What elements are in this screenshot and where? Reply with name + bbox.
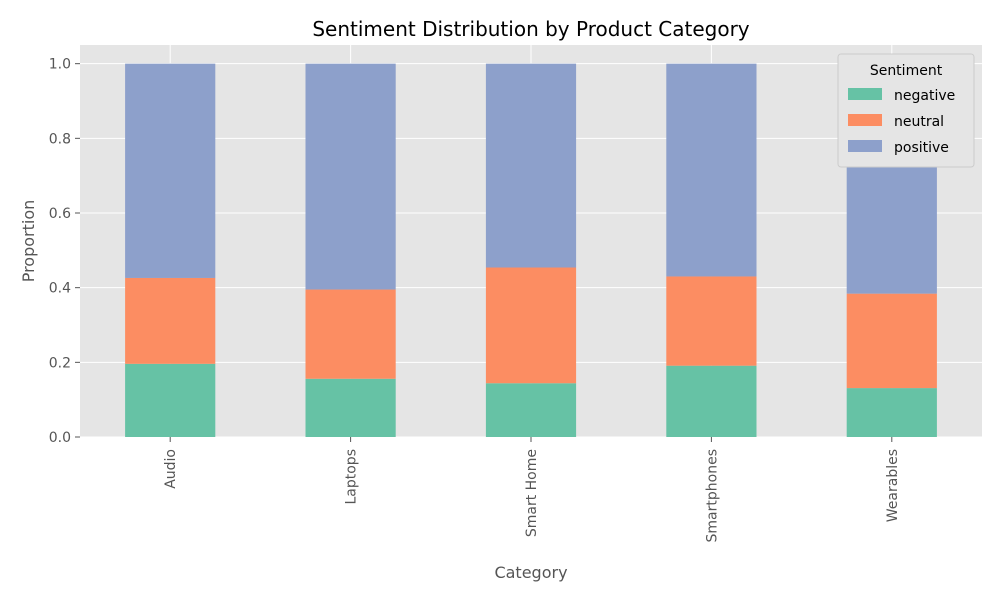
chart-title: Sentiment Distribution by Product Catego… <box>312 17 749 41</box>
x-tick-label: Smartphones <box>704 449 720 542</box>
legend-title: Sentiment <box>870 63 943 79</box>
y-axis-label: Proportion <box>19 200 38 283</box>
bar-positive-smart-home <box>485 63 577 268</box>
bar-neutral-smart-home <box>485 267 577 384</box>
bar-positive-smartphones <box>666 63 757 277</box>
bar-negative-smart-home <box>485 383 577 437</box>
legend: Sentiment negative neutral positive <box>837 53 975 168</box>
bar-negative-audio <box>125 363 216 437</box>
y-tick-label: 1.0 <box>49 57 71 73</box>
bars <box>125 63 937 437</box>
bar-negative-wearables <box>846 388 937 437</box>
y-tick-label: 0.2 <box>49 355 71 371</box>
y-tick-label: 0.8 <box>49 131 71 147</box>
x-tick-labels: Audio Laptops Smart Home Smartphones Wearabl… <box>163 437 901 542</box>
y-tick-label: 0.4 <box>49 281 71 297</box>
x-tick-label: Wearables <box>885 449 901 522</box>
legend-box <box>837 53 975 168</box>
bar-neutral-wearables <box>846 293 937 389</box>
x-tick-label: Audio <box>163 449 179 489</box>
y-tick-label: 0.6 <box>49 206 71 222</box>
legend-label-neutral: neutral <box>894 114 944 130</box>
bar-positive-audio <box>125 63 216 278</box>
x-axis-label: Category <box>494 563 567 582</box>
bar-neutral-smartphones <box>666 276 757 366</box>
legend-swatch-neutral <box>848 114 882 126</box>
legend-swatch-negative <box>848 88 882 100</box>
legend-swatch-positive <box>848 140 882 152</box>
legend-label-negative: negative <box>894 88 955 104</box>
bar-neutral-laptops <box>305 289 396 379</box>
x-tick-label: Smart Home <box>524 449 540 537</box>
bar-negative-smartphones <box>666 365 757 437</box>
x-tick-label: Laptops <box>344 449 360 505</box>
legend-label-positive: positive <box>894 140 949 156</box>
bar-negative-laptops <box>305 378 396 437</box>
y-tick-label: 0.0 <box>49 430 71 446</box>
bar-neutral-audio <box>125 277 216 364</box>
y-tick-labels: 0.0 0.2 0.4 0.6 0.8 1.0 <box>49 57 80 446</box>
bar-positive-laptops <box>305 63 396 290</box>
